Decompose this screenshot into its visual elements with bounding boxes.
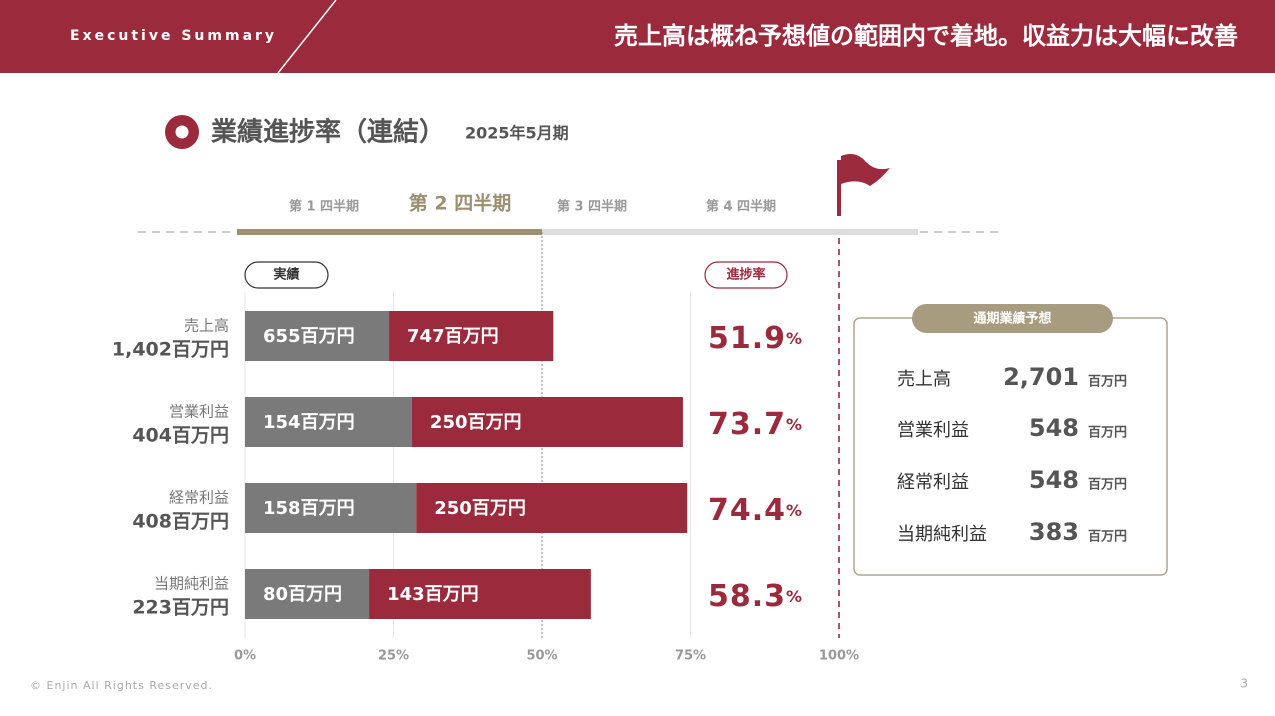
progress-rate-unit: %: [786, 501, 802, 520]
category-total: 1,402百万円: [112, 339, 229, 361]
bar-segment: [416, 483, 688, 533]
copyright: © Enjin All Rights Reserved.: [30, 679, 213, 692]
segment-label: 655百万円: [263, 326, 355, 347]
bar-segment: [411, 397, 683, 447]
category-total: 404百万円: [132, 425, 229, 447]
progress-rate: 73.7%: [708, 407, 802, 442]
progress-rate-value: 58.3: [708, 579, 786, 614]
x-tick-label: 100%: [819, 649, 859, 664]
forecast-label: 売上高: [897, 369, 951, 390]
header-divider: [277, 0, 337, 74]
forecast-pill: [912, 304, 1113, 333]
category-label: 経常利益: [169, 489, 229, 507]
forecast-label: 経常利益: [897, 472, 969, 493]
section-period: 2025年5月期: [465, 124, 569, 143]
progress-rate-value: 51.9: [708, 321, 786, 356]
progress-rate-unit: %: [786, 587, 802, 606]
x-tick-label: 50%: [526, 649, 557, 664]
segment-label: 154百万円: [263, 412, 355, 433]
forecast-value: 2,701: [1003, 363, 1079, 391]
section-icon-dot: [175, 125, 189, 139]
progress-rate-unit: %: [786, 415, 802, 434]
segment-label: 747百万円: [407, 326, 499, 347]
category-total: 223百万円: [132, 597, 229, 619]
bar-segment: [245, 483, 417, 533]
timeline-progress: [237, 229, 542, 235]
forecast-value: 548: [1029, 414, 1079, 442]
quarter-label: 第 3 四半期: [557, 199, 627, 215]
actual-pill: [244, 261, 329, 289]
segment-label: 143百万円: [387, 584, 479, 605]
category-label: 営業利益: [169, 403, 229, 421]
forecast-label: 当期純利益: [897, 524, 987, 545]
progress-rate-value: 74.4: [708, 493, 786, 528]
bar-segment: [369, 569, 591, 619]
forecast-unit: 百万円: [1088, 530, 1127, 545]
progress-rate-value: 73.7: [708, 407, 786, 442]
headline: 売上高は概ね予想値の範囲内で着地。収益力は大幅に改善: [614, 22, 1238, 50]
actual-label: 実績: [273, 267, 299, 283]
category-total: 408百万円: [132, 511, 229, 533]
progress-rate: 74.4%: [708, 493, 802, 528]
quarter-label: 第 1 四半期: [289, 199, 359, 215]
forecast-value: 383: [1029, 518, 1079, 546]
category-label: 当期純利益: [154, 575, 229, 593]
page-number: 3: [1240, 677, 1248, 691]
segment-label: 158百万円: [263, 498, 355, 519]
segment-label: 250百万円: [430, 412, 522, 433]
section-title: 業績進捗率（連結）: [211, 117, 445, 148]
bar-segment: [389, 311, 554, 361]
progress-rate: 51.9%: [708, 321, 802, 356]
forecast-label: 営業利益: [897, 420, 969, 441]
forecast-title: 通期業績予想: [973, 311, 1051, 327]
forecast-unit: 百万円: [1088, 478, 1127, 493]
timeline-rest: [540, 229, 918, 235]
x-tick-label: 0%: [234, 649, 256, 664]
bar-segment: [245, 397, 412, 447]
segment-label: 250百万円: [434, 498, 526, 519]
category-label: 売上高: [184, 317, 229, 335]
x-tick-label: 75%: [675, 649, 706, 664]
quarter-label: 第 2 四半期: [409, 192, 511, 215]
quarter-label: 第 4 四半期: [706, 199, 776, 215]
forecast-unit: 百万円: [1088, 426, 1127, 441]
x-tick-label: 25%: [378, 649, 409, 664]
forecast-unit: 百万円: [1088, 375, 1127, 390]
flag: [841, 154, 890, 186]
progress-rate: 58.3%: [708, 579, 802, 614]
rate-label: 進捗率: [726, 267, 765, 283]
header-label: Executive Summary: [70, 28, 277, 44]
rate-pill: [704, 261, 788, 289]
bar-segment: [245, 569, 370, 619]
forecast-value: 548: [1029, 466, 1079, 494]
segment-label: 80百万円: [263, 584, 342, 605]
bar-segment: [245, 311, 390, 361]
header-band: [0, 0, 1275, 73]
progress-rate-unit: %: [786, 329, 802, 348]
